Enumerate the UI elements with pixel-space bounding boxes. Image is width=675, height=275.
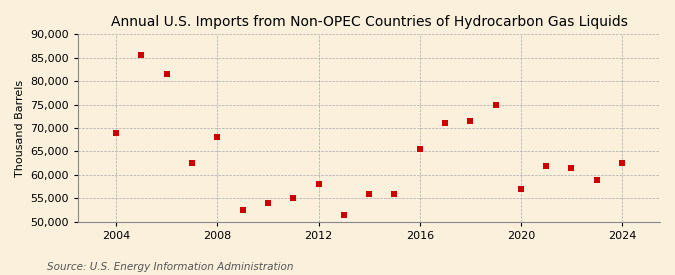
Text: Source: U.S. Energy Information Administration: Source: U.S. Energy Information Administ… — [47, 262, 294, 272]
Point — [591, 177, 602, 182]
Point — [389, 191, 400, 196]
Point — [136, 53, 147, 58]
Point — [338, 213, 349, 217]
Point — [490, 102, 501, 107]
Point — [288, 196, 298, 200]
Point — [566, 166, 577, 170]
Point — [212, 135, 223, 140]
Point — [111, 131, 122, 135]
Point — [186, 161, 197, 165]
Point — [465, 119, 476, 123]
Point — [364, 191, 375, 196]
Point — [313, 182, 324, 186]
Point — [541, 163, 551, 168]
Point — [617, 161, 628, 165]
Point — [263, 201, 273, 205]
Title: Annual U.S. Imports from Non-OPEC Countries of Hydrocarbon Gas Liquids: Annual U.S. Imports from Non-OPEC Countr… — [111, 15, 628, 29]
Point — [439, 121, 450, 126]
Point — [414, 147, 425, 151]
Point — [161, 72, 172, 76]
Y-axis label: Thousand Barrels: Thousand Barrels — [15, 79, 25, 177]
Point — [237, 208, 248, 212]
Point — [516, 187, 526, 191]
